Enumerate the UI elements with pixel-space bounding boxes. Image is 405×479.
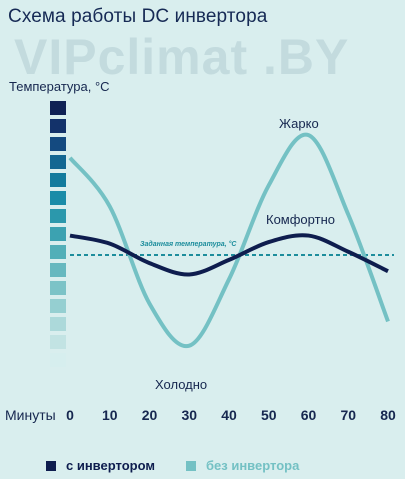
- scale-cell: [50, 335, 66, 349]
- scale-cell: [50, 317, 66, 331]
- scale-cell: [50, 299, 66, 313]
- scale-cell: [50, 245, 66, 259]
- x-tick-label: 50: [260, 407, 277, 423]
- scale-cell: [50, 173, 66, 187]
- legend-label-with-inverter: с инвертором: [66, 458, 155, 473]
- scale-cell: [50, 101, 66, 115]
- temperature-scale: [50, 101, 66, 371]
- scale-cell: [50, 155, 66, 169]
- scale-cell: [50, 281, 66, 295]
- annotation-cold: Холодно: [155, 377, 208, 392]
- scale-cell: [50, 209, 66, 223]
- setpoint-label: Заданная температура, °C: [140, 241, 237, 248]
- x-axis-label: Минуты: [5, 407, 56, 423]
- scale-cell: [50, 119, 66, 133]
- annotation-hot: Жарко: [279, 116, 319, 131]
- legend-swatch-with-inverter: [46, 461, 56, 471]
- scale-cell: [50, 227, 66, 241]
- x-tick-label: 30: [181, 407, 198, 423]
- x-tick-label: 60: [300, 407, 317, 423]
- series-line-with-inverter: [69, 233, 389, 277]
- x-tick-label: 20: [141, 407, 158, 423]
- y-axis-label: Температура, °C: [9, 79, 110, 94]
- legend-label-without-inverter: без инвертора: [206, 458, 300, 473]
- x-tick-label: 40: [221, 407, 237, 423]
- x-tick-label: 70: [340, 407, 357, 423]
- x-tick-label: 80: [380, 407, 396, 423]
- scale-cell: [50, 191, 66, 205]
- scale-cell: [50, 263, 66, 277]
- chart-title: Схема работы DC инвертора: [8, 6, 268, 27]
- x-tick-label: 0: [66, 407, 74, 423]
- legend-swatch-without-inverter: [186, 461, 196, 471]
- series-line-without-inverter: [68, 132, 390, 349]
- watermark-text: VIPclimat .BY: [14, 29, 350, 85]
- legend-item-without-inverter: без инвертора: [186, 458, 299, 473]
- scale-cell: [50, 353, 66, 367]
- x-tick-label: 10: [101, 407, 118, 423]
- legend-item-with-inverter: с инвертором: [46, 458, 155, 473]
- scale-cell: [50, 137, 66, 151]
- annotation-comfort: Комфортно: [266, 212, 335, 227]
